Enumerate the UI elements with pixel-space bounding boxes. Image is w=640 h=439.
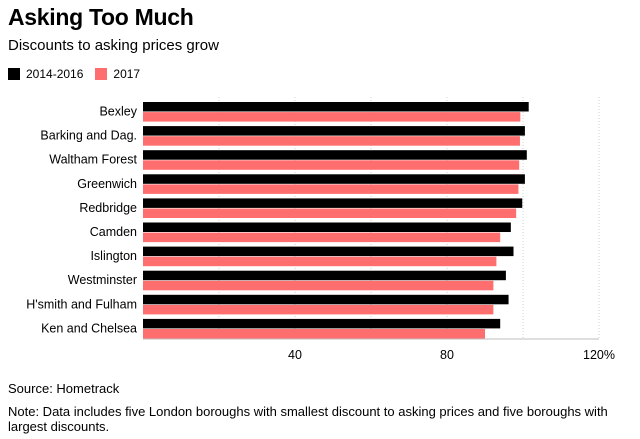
category-label: Westminster [68, 273, 137, 287]
source-text: Source: Hometrack [8, 381, 120, 396]
legend-swatch-2017 [95, 68, 108, 80]
category-label: Greenwich [77, 177, 137, 191]
legend-label-2014-2016: 2014-2016 [26, 67, 84, 81]
category-label: Camden [90, 225, 137, 239]
bar-2014-2016 [143, 174, 525, 184]
legend-item-2014-2016: 2014-2016 [8, 67, 83, 81]
bar-2014-2016 [143, 126, 525, 136]
category-label: Waltham Forest [49, 153, 137, 167]
legend: 2014-2016 2017 [8, 67, 152, 81]
bar-2017 [143, 280, 494, 291]
bar-2017 [143, 232, 501, 243]
category-label: Islington [90, 249, 137, 263]
bar-2017 [143, 112, 521, 122]
chart-title: Asking Too Much [8, 4, 194, 30]
bar-2014-2016 [143, 294, 509, 305]
bar-2017 [143, 184, 519, 194]
category-label: Barking and Dag. [40, 129, 137, 143]
bar-2014-2016 [143, 246, 514, 257]
category-label: Bexley [99, 105, 137, 119]
bar-2017 [143, 160, 520, 170]
bar-2017 [143, 208, 517, 218]
bar-2017 [143, 329, 485, 339]
bar-2017 [143, 256, 497, 267]
bar-2017 [143, 136, 520, 146]
bar-2014-2016 [143, 270, 506, 281]
chart-subtitle: Discounts to asking prices grow [8, 37, 219, 54]
bar-2014-2016 [143, 198, 523, 208]
x-tick-label: 80 [440, 348, 454, 362]
legend-swatch-2014-2016 [8, 68, 20, 80]
legend-item-2017: 2017 [95, 67, 140, 81]
bar-2014-2016 [143, 150, 527, 160]
legend-label-2017: 2017 [113, 67, 141, 81]
category-label: Redbridge [79, 201, 137, 215]
bar-2014-2016 [143, 318, 501, 329]
bar-2014-2016 [143, 102, 529, 112]
category-label: H'smith and Fulham [26, 297, 137, 311]
note-text: Note: Data includes five London boroughs… [8, 404, 608, 434]
bar-2014-2016 [143, 222, 511, 232]
x-tick-label: 40 [288, 348, 302, 362]
bar-2017 [143, 304, 494, 315]
x-tick-label: 120% [583, 348, 615, 362]
category-label: Ken and Chelsea [41, 321, 137, 335]
